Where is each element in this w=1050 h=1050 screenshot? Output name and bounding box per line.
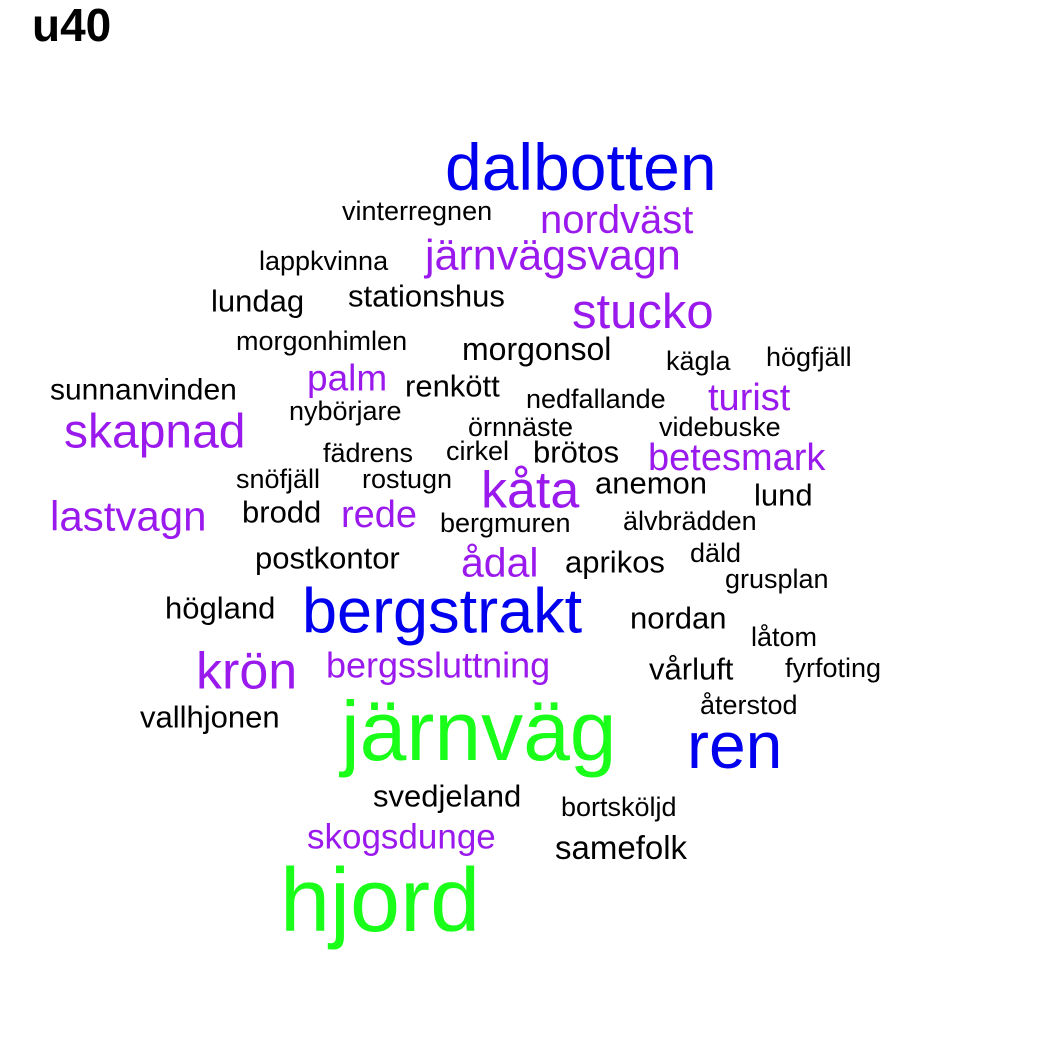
word-renkött: renkött — [405, 368, 500, 404]
word-nedfallande: nedfallande — [526, 383, 666, 414]
word-vallhjonen: vallhjonen — [140, 699, 280, 735]
word-hjord: hjord — [280, 851, 481, 952]
word-bergssluttning: bergssluttning — [326, 644, 551, 686]
word-skogsdunge: skogsdunge — [307, 817, 496, 857]
word-rede: rede — [341, 493, 418, 536]
word-aprikos: aprikos — [565, 544, 665, 580]
word-fyrfoting: fyrfoting — [785, 652, 882, 683]
word-nordan: nordan — [630, 600, 727, 636]
word-stucko: stucko — [572, 284, 714, 339]
word-däld: däld — [690, 537, 742, 568]
word-nybörjare: nybörjare — [289, 395, 402, 426]
word-krön: krön — [196, 642, 298, 701]
word-snöfjäll: snöfjäll — [236, 463, 321, 494]
word-kåta: kåta — [481, 461, 580, 520]
word-lastvagn: lastvagn — [50, 492, 207, 540]
word-turist: turist — [708, 376, 791, 419]
word-älvbrädden: älvbrädden — [623, 505, 757, 536]
word-betesmark: betesmark — [648, 436, 826, 479]
word-videbuske: videbuske — [659, 411, 781, 442]
word-ådal: ådal — [461, 539, 539, 586]
word-kägla: kägla — [666, 345, 731, 376]
word-vårluft: vårluft — [649, 651, 734, 687]
word-järnväg: järnväg — [341, 684, 617, 779]
word-samefolk: samefolk — [555, 828, 688, 866]
word-lundag: lundag — [211, 283, 305, 319]
word-låtom: låtom — [751, 621, 818, 652]
word-morgonsol: morgonsol — [462, 330, 612, 367]
word-bortsköljd: bortsköljd — [561, 791, 677, 822]
word-grusplan: grusplan — [725, 563, 829, 594]
word-morgonhimlen: morgonhimlen — [236, 325, 408, 356]
word-palm: palm — [307, 357, 388, 399]
word-högland: högland — [165, 590, 276, 626]
word-brodd: brodd — [242, 494, 322, 530]
word-lappkvinna: lappkvinna — [259, 245, 389, 276]
word-sunnanvinden: sunnanvinden — [50, 373, 237, 407]
word-återstod: återstod — [700, 689, 798, 720]
word-högfjäll: högfjäll — [766, 341, 852, 372]
word-bergmuren: bergmuren — [440, 507, 571, 538]
word-lund: lund — [754, 477, 813, 513]
word-svedjeland: svedjeland — [373, 778, 522, 814]
word-postkontor: postkontor — [255, 540, 400, 576]
word-cirkel: cirkel — [446, 435, 510, 466]
word-bergstrakt: bergstrakt — [302, 576, 583, 647]
word-anemon: anemon — [595, 465, 708, 501]
word-nordväst: nordväst — [540, 198, 694, 243]
word-fädrens: fädrens — [323, 437, 414, 468]
word-järnvägsvagn: järnvägsvagn — [425, 231, 681, 280]
word-ren: ren — [687, 707, 783, 782]
word-vinterregnen: vinterregnen — [342, 195, 493, 226]
word-brötos: brötos — [533, 434, 620, 470]
word-örnnäste: örnnäste — [468, 411, 574, 442]
chart-title: u40 — [32, 0, 112, 51]
word-dalbotten: dalbotten — [445, 129, 717, 204]
word-skapnad: skapnad — [64, 405, 246, 459]
word-rostugn: rostugn — [362, 463, 453, 494]
word-stationshus: stationshus — [348, 278, 505, 314]
